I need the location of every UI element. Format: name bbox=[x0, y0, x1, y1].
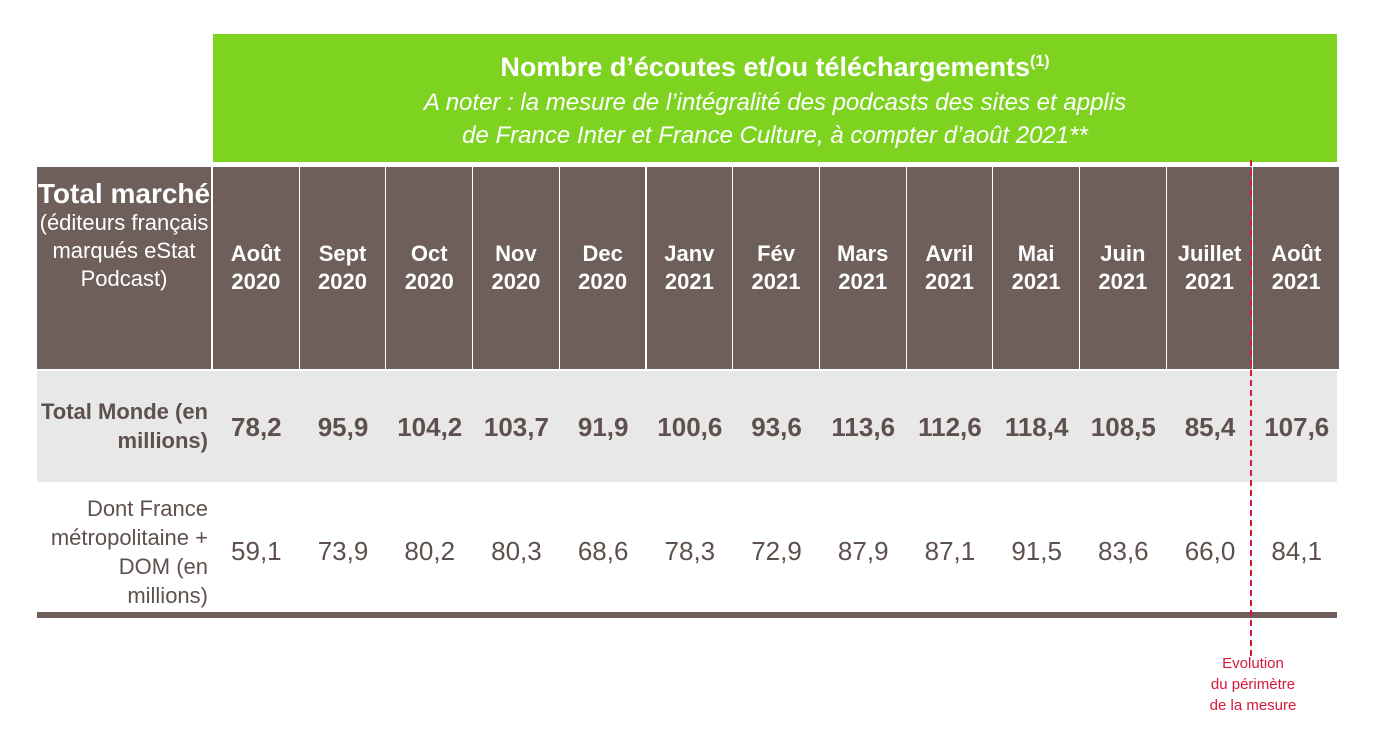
france-value: 84,1 bbox=[1271, 536, 1323, 566]
column-header-year: 2021 bbox=[924, 269, 974, 294]
table-bottom-rule bbox=[37, 612, 1337, 618]
title-footnote: (1) bbox=[1030, 53, 1050, 70]
row-header-subtitle: (éditeurs français marqués eStat Podcast… bbox=[39, 210, 209, 291]
france-value: 59,1 bbox=[231, 536, 282, 566]
column-header-year: 2021 bbox=[751, 269, 801, 294]
column-header-month: Juillet bbox=[1177, 241, 1242, 266]
column-header-month: Dec bbox=[582, 241, 623, 266]
total-value: 112,6 bbox=[918, 412, 982, 442]
column-header-year: 2020 bbox=[231, 269, 281, 294]
column-header-month: Nov bbox=[495, 241, 537, 266]
column-header: Août 2021 bbox=[1253, 167, 1340, 369]
total-value: 100,6 bbox=[657, 412, 723, 442]
column-header-month: Avril bbox=[925, 241, 974, 266]
banner-note-line-1: A noter : la mesure de l’intégralité des… bbox=[423, 89, 1127, 116]
france-value: 87,9 bbox=[837, 536, 889, 566]
column-header-year: 2021 bbox=[1185, 269, 1234, 294]
france-value: 73,9 bbox=[317, 536, 369, 566]
scope-change-note-line-1: Evolution bbox=[1222, 655, 1284, 672]
column-header-month: Août bbox=[1271, 241, 1322, 266]
total-value: 113,6 bbox=[831, 412, 896, 442]
column-header: Juin 2021 bbox=[1080, 167, 1166, 369]
column-header-year: 2021 bbox=[1011, 269, 1061, 294]
france-value: 87,1 bbox=[924, 536, 976, 566]
column-header-year: 2020 bbox=[404, 269, 454, 294]
total-value: 78,2 bbox=[231, 412, 282, 442]
banner-note-line-2: de France Inter et France Culture, à com… bbox=[462, 122, 1088, 149]
scope-change-marker bbox=[1250, 160, 1252, 656]
column-header: Nov 2020 bbox=[473, 167, 559, 369]
total-value: 91,9 bbox=[577, 412, 629, 442]
total-value: 93,6 bbox=[751, 412, 802, 442]
total-row-label: Total Monde (en millions) bbox=[40, 399, 208, 453]
column-header-month: Fév bbox=[757, 241, 795, 266]
france-value: 72,9 bbox=[751, 536, 802, 566]
column-header: Mars 2021 bbox=[819, 167, 906, 369]
column-header-year: 2021 bbox=[1098, 269, 1148, 294]
column-header-month: Mars bbox=[837, 241, 889, 266]
column-header-month: Janv bbox=[664, 241, 715, 266]
total-row-background bbox=[37, 371, 1337, 482]
scope-change-note: Evolution du périmètre de la mesure bbox=[1190, 653, 1316, 716]
banner-title: Nombre d’écoutes et/ou téléchargements(1… bbox=[500, 52, 1050, 82]
france-value: 68,6 bbox=[577, 536, 629, 566]
column-header-month: Août bbox=[230, 241, 281, 266]
total-value: 85,4 bbox=[1184, 412, 1236, 442]
france-value: 78,3 bbox=[664, 536, 716, 566]
france-value: 66,0 bbox=[1184, 536, 1236, 566]
column-header-year: 2021 bbox=[664, 269, 714, 294]
france-value: 80,3 bbox=[491, 536, 542, 566]
column-header: Oct 2020 bbox=[386, 167, 473, 369]
total-value: 103,7 bbox=[483, 412, 549, 442]
column-header-year: 2021 bbox=[1271, 269, 1321, 294]
column-header-year: 2020 bbox=[578, 269, 628, 294]
column-header: Janv 2021 bbox=[646, 167, 733, 369]
column-header: Sept 2020 bbox=[299, 167, 386, 369]
column-header-month: Oct bbox=[410, 241, 448, 266]
france-value: 80,2 bbox=[404, 536, 456, 566]
scope-change-note-line-3: de la mesure bbox=[1209, 697, 1297, 714]
row-header-cell: Total marché (éditeurs français marqués … bbox=[37, 167, 211, 369]
total-value: 104,2 bbox=[397, 412, 463, 442]
total-value: 118,4 bbox=[1004, 412, 1069, 442]
column-header: Dec 2020 bbox=[559, 167, 646, 369]
france-value: 91,5 bbox=[1011, 536, 1062, 566]
column-header: Août 2020 bbox=[213, 167, 299, 369]
total-value: 108,5 bbox=[1090, 412, 1156, 442]
france-row-label: Dont France métropolitaine + DOM (en mil… bbox=[50, 496, 208, 608]
column-header-year: 2021 bbox=[838, 269, 888, 294]
scope-change-note-line-2: du périmètre bbox=[1210, 676, 1296, 693]
column-header: Juillet 2021 bbox=[1166, 167, 1253, 369]
france-value: 83,6 bbox=[1098, 536, 1149, 566]
column-header: Avril 2021 bbox=[906, 167, 993, 369]
column-header-month: Mai bbox=[1017, 241, 1055, 266]
column-header-month: Sept bbox=[318, 241, 367, 266]
column-header: Fév 2021 bbox=[733, 167, 819, 369]
total-value: 107,6 bbox=[1264, 412, 1330, 442]
column-header-month: Juin bbox=[1100, 241, 1146, 266]
column-header-year: 2020 bbox=[318, 269, 367, 294]
table-banner: Nombre d’écoutes et/ou téléchargements(1… bbox=[213, 34, 1337, 162]
row-header-title: Total marché bbox=[37, 178, 211, 209]
column-header-year: 2020 bbox=[491, 269, 541, 294]
column-header: Mai 2021 bbox=[993, 167, 1079, 369]
total-value: 95,9 bbox=[317, 412, 369, 442]
